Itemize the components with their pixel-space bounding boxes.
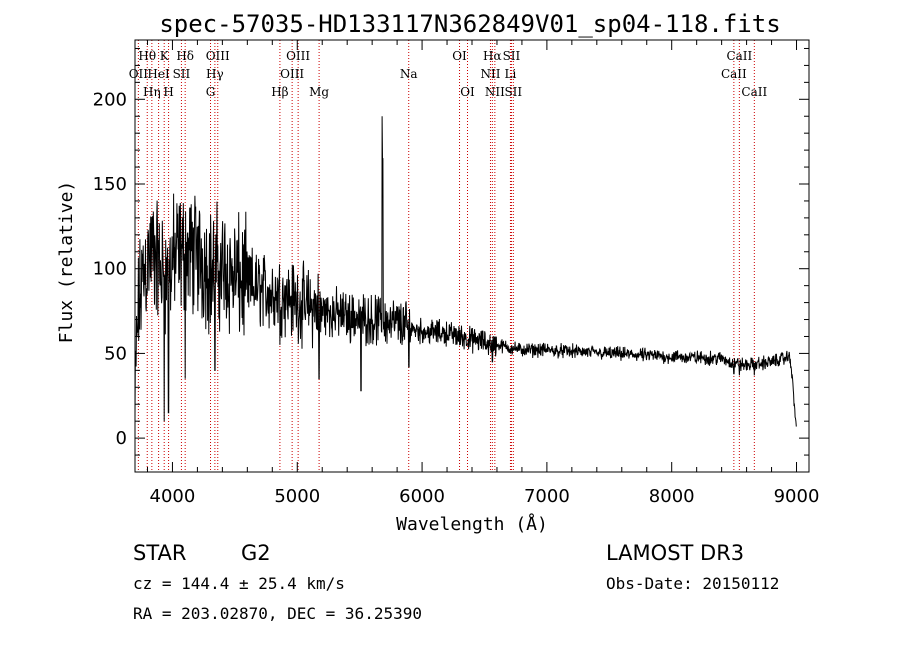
x-tick-label-0: 4000 bbox=[150, 486, 196, 507]
y-tick-label-2: 100 bbox=[93, 259, 127, 280]
line-label-7: Hδ bbox=[176, 49, 194, 63]
line-label-10: OIII bbox=[206, 49, 230, 63]
line-label-0: OII bbox=[129, 67, 149, 81]
line-label-26: CaII bbox=[741, 85, 767, 99]
coordinates: RA = 203.02870, DEC = 36.25390 bbox=[133, 604, 422, 623]
y-tick-label-1: 50 bbox=[104, 343, 127, 364]
y-axis-ticks: 0 50 100 150 200 bbox=[93, 47, 809, 456]
line-label-25: CaII bbox=[726, 49, 752, 63]
line-label-22: SII bbox=[503, 49, 521, 63]
line-label-12: OIII bbox=[280, 67, 304, 81]
line-label-24: CaII bbox=[721, 67, 747, 81]
line-label-16: OI bbox=[452, 49, 467, 63]
line-label-9: Hγ bbox=[206, 67, 224, 81]
line-label-23: SII bbox=[504, 85, 522, 99]
x-tick-label-4: 8000 bbox=[649, 486, 695, 507]
chart-title: spec-57035-HD133117N362849V01_sp04-118.f… bbox=[159, 10, 780, 38]
line-label-3: HeI bbox=[147, 67, 170, 81]
x-tick-label-2: 6000 bbox=[399, 486, 445, 507]
object-class: STAR bbox=[133, 541, 187, 565]
x-axis-ticks: 4000 5000 6000 7000 8000 9000 bbox=[146, 40, 820, 507]
y-tick-label-3: 150 bbox=[93, 174, 127, 195]
line-label-11: Hβ bbox=[271, 85, 288, 99]
y-axis-label: Flux (relative) bbox=[56, 181, 77, 344]
line-label-21: Li bbox=[505, 67, 517, 81]
spectrum-line bbox=[134, 116, 797, 427]
plot-frame bbox=[134, 39, 810, 473]
line-label-13: OIII bbox=[286, 49, 310, 63]
y-tick-label-4: 200 bbox=[93, 89, 127, 110]
line-label-15: Na bbox=[400, 67, 418, 81]
x-tick-label-1: 5000 bbox=[274, 486, 320, 507]
line-label-6: SII bbox=[173, 67, 191, 81]
redshift-value: cz = 144.4 ± 25.4 km/s bbox=[133, 574, 345, 593]
x-tick-label-3: 7000 bbox=[524, 486, 570, 507]
line-label-20: NII bbox=[485, 85, 505, 99]
survey-name: LAMOST DR3 bbox=[606, 541, 745, 565]
line-label-2: Hη bbox=[143, 85, 161, 99]
line-label-1: Hθ bbox=[138, 49, 156, 63]
line-label-18: NII bbox=[480, 67, 500, 81]
line-label-19: Hα bbox=[483, 49, 502, 63]
line-label-17: OI bbox=[460, 85, 475, 99]
x-tick-label-5: 9000 bbox=[774, 486, 820, 507]
x-axis-label: Wavelength (Å) bbox=[396, 513, 548, 535]
observation-date: Obs-Date: 20150112 bbox=[606, 574, 780, 593]
line-label-8: G bbox=[206, 85, 216, 99]
y-tick-label-0: 0 bbox=[116, 428, 127, 449]
object-subclass: G2 bbox=[241, 541, 271, 565]
line-label-14: Mg bbox=[309, 85, 329, 99]
line-label-4: K bbox=[160, 49, 170, 63]
spectral-line-labels: OIIHθHηHeIKHSIIHδGHγOIIIHβOIIIOIIIMgNaOI… bbox=[129, 49, 768, 99]
line-label-5: H bbox=[163, 85, 173, 99]
